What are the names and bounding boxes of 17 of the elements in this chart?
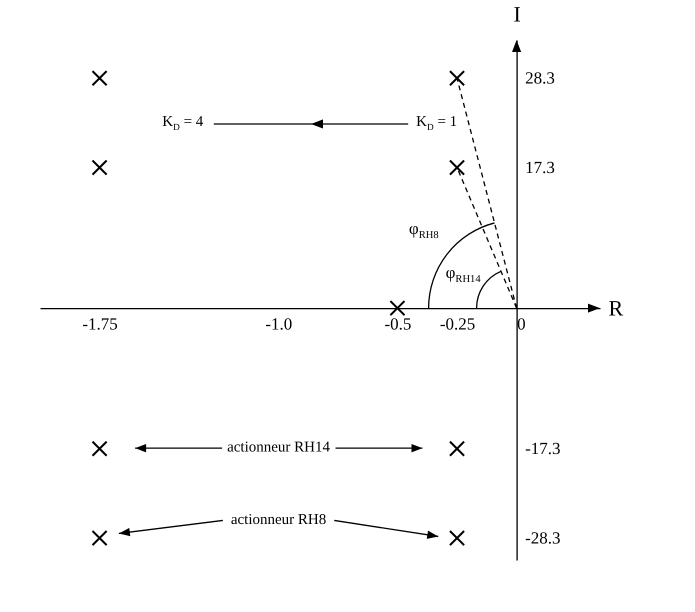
annotation: K$_{D}$ = 1 [416, 114, 458, 134]
x-axis-title: R [608, 296, 624, 321]
y-tick-label: -28.3 [525, 528, 561, 548]
annotation: φ$_{RH14}$ [446, 263, 482, 286]
annotation: actionneur RH8 [230, 512, 326, 528]
x-tick-label: -0.5 [384, 314, 412, 334]
y-tick-label: 28.3 [525, 68, 555, 88]
y-tick-label: -17.3 [525, 439, 561, 458]
annotation: K$_{D}$ = 4 [162, 114, 204, 134]
y-axis-title: I [513, 2, 521, 26]
y-tick-label: 17.3 [525, 158, 555, 178]
x-tick-label: -1.0 [265, 314, 292, 334]
annotation: actionneur RH14 [227, 440, 331, 456]
x-tick-label: -0.25 [440, 314, 476, 334]
x-tick-label: 0 [517, 314, 526, 334]
x-tick-label: -1.75 [82, 314, 118, 334]
annotation: φ$_{RH8}$ [408, 219, 439, 242]
